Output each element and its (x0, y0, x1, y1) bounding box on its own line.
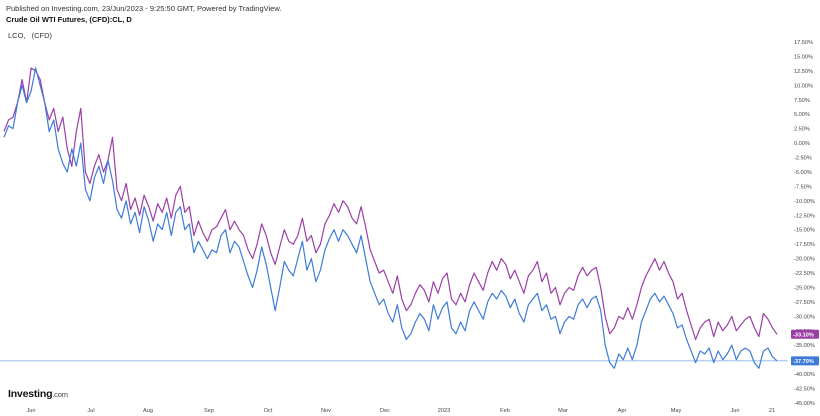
y-tick-label: -15.00% (794, 228, 815, 234)
last-value-tags: -33.10% -37.70% (791, 329, 819, 366)
y-tick-label: 17.50% (794, 40, 813, 46)
y-tick-label: -2.50% (794, 156, 812, 162)
tag-box (791, 356, 819, 366)
x-axis: Jun Jul Aug Sep Oct Nov Dec 2023 Feb Mar Apr May Jun… (26, 408, 775, 414)
x-tick-label: Dec (380, 408, 390, 414)
y-tick-label: 12.50% (794, 69, 813, 75)
y-tick-label: -30.00% (794, 314, 815, 320)
x-tick-label: Oct (264, 408, 273, 414)
series-line-lco (3, 67, 778, 341)
published-note: Published on Investing.com, 23/Jun/2023 … (6, 4, 282, 13)
logo-brand: Investing (8, 388, 53, 400)
y-tick-label: -7.50% (794, 184, 812, 190)
legend-symbol: LCO, (8, 31, 26, 40)
tag-label: -33.10% (793, 332, 814, 338)
y-axis: 17.50% 15.00% 12.50% 10.00% 7.50% 5.00% 2.50% 0… (794, 40, 815, 407)
y-tick-label: -35.00% (794, 343, 815, 349)
y-tick-label: 15.00% (794, 54, 813, 60)
y-tick-label: 5.00% (794, 112, 810, 118)
y-tick-label: -42.50% (794, 387, 815, 393)
x-tick-label: Nov (321, 408, 331, 414)
y-tick-label: 7.50% (794, 98, 810, 104)
x-tick-label: May (671, 408, 682, 414)
legend-qualifier: (CFD) (31, 31, 53, 40)
logo-suffix: .com (52, 390, 68, 399)
x-tick-label: Sep (204, 408, 214, 414)
x-tick-label: Jun (730, 408, 739, 414)
y-tick-label: -5.00% (794, 170, 812, 176)
x-tick-label: Mar (558, 408, 568, 414)
tag-label: -37.70% (793, 359, 814, 365)
x-tick-label: Aug (143, 408, 153, 414)
x-tick-label: Jul (87, 408, 94, 414)
x-tick-label: Feb (500, 408, 510, 414)
x-tick-label: 2023 (438, 408, 450, 414)
y-tick-label: -45.00% (794, 401, 815, 407)
series-layer (3, 67, 778, 369)
y-tick-label: -22.50% (794, 271, 815, 277)
y-tick-label: -10.00% (794, 199, 815, 205)
x-tick-label: 21 (769, 408, 775, 414)
y-tick-label: -25.00% (794, 285, 815, 291)
y-tick-label: 0.00% (794, 141, 810, 147)
investing-logo: Investing.com (8, 388, 68, 400)
last-value-tag-wti: -37.70% (791, 356, 819, 366)
legend: LCO, (CFD) (8, 31, 56, 40)
last-value-tag-lco: -33.10% (791, 329, 819, 339)
y-tick-label: -12.50% (794, 213, 815, 219)
x-tick-label: Jun (26, 408, 35, 414)
tag-box (791, 329, 819, 339)
y-tick-label: -27.50% (794, 300, 815, 306)
y-tick-label: 2.50% (794, 127, 810, 133)
x-tick-label: Apr (618, 408, 627, 414)
chart-title: Crude Oil WTI Futures, (CFD):CL, D (6, 15, 132, 24)
y-tick-label: -20.00% (794, 257, 815, 263)
series-line-wti (3, 67, 778, 369)
y-tick-label: -40.00% (794, 372, 815, 378)
y-tick-label: -17.50% (794, 242, 815, 248)
y-tick-label: 10.00% (794, 83, 813, 89)
